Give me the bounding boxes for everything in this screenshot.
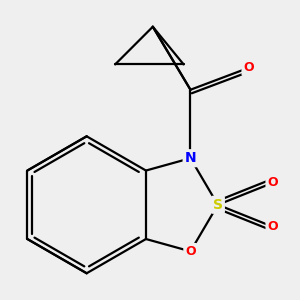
Text: S: S [213, 198, 223, 212]
Text: O: O [267, 220, 278, 233]
Text: O: O [243, 61, 254, 74]
Text: O: O [185, 245, 196, 258]
Text: O: O [267, 176, 278, 189]
Text: N: N [185, 151, 196, 165]
